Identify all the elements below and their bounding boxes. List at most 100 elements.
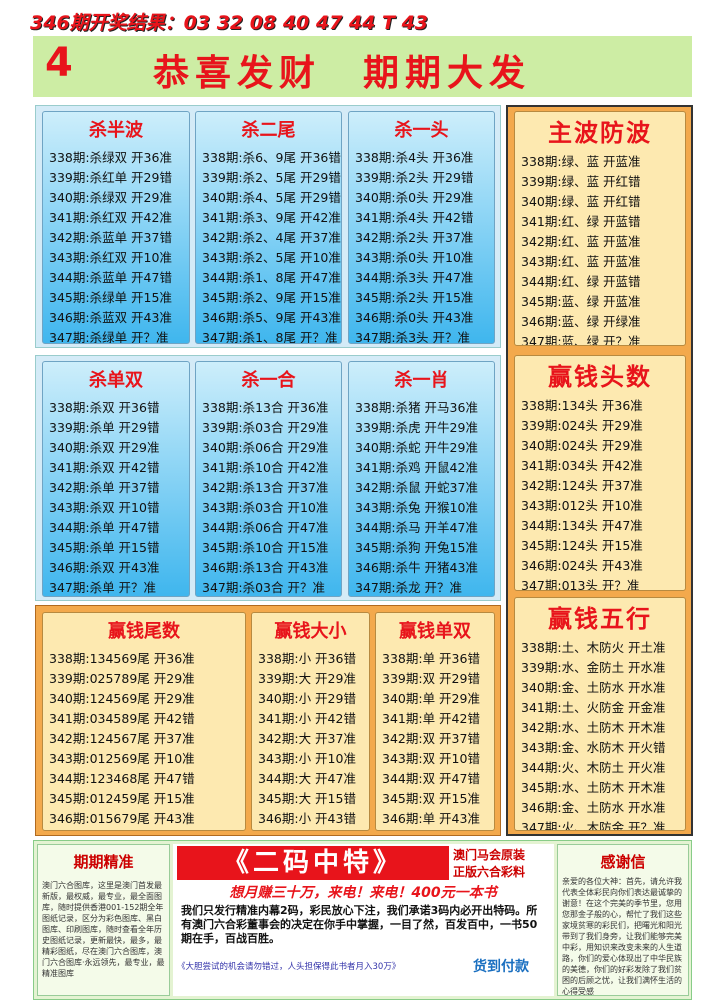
panel-title: 杀一肖 [394, 370, 449, 391]
panel-row: 347期:火、木防金 开？准 [521, 820, 666, 831]
panel-row: 344期:杀马 开羊47准 [355, 520, 478, 535]
panel-row: 338期:小 开36错 [258, 651, 356, 666]
panel-row: 342期:124567尾 开37准 [49, 731, 195, 746]
panel-title: 赢钱尾数 [108, 621, 180, 642]
panel-row: 347期:杀单 开？准 [49, 580, 157, 595]
panel-row: 344期:123468尾 开47错 [49, 771, 195, 786]
panel-row: 339期:杀红单 开29错 [49, 170, 172, 185]
panel-row: 342期:124头 开37准 [521, 478, 643, 493]
panel-row: 342期:杀2、4尾 开37准 [202, 230, 341, 245]
banner-title: 恭喜发财 期期大发 [153, 53, 532, 94]
panel-row: 340期:杀双 开29准 [49, 440, 160, 455]
panel-row: 340期:024头 开29准 [521, 438, 643, 453]
panel-title: 赢钱大小 [274, 621, 347, 642]
ad-title: 《二码中特》 [177, 846, 449, 880]
panel-row: 346期:015679尾 开43准 [49, 811, 195, 826]
panel-row: 341期:杀3、9尾 开42准 [202, 210, 341, 225]
panel-row: 341期:土、火防金 开金准 [521, 700, 666, 715]
panel-row: 345期:012459尾 开15准 [49, 791, 195, 806]
panel-title: 赢钱头数 [548, 363, 652, 391]
panel-title: 主波防波 [548, 119, 652, 147]
panel-title: 杀单双 [89, 370, 143, 391]
footer-right-title: 感谢信 [600, 853, 646, 871]
panel-row: 338期:杀绿双 开36准 [49, 150, 172, 165]
panel-row: 339期:杀虎 开牛29准 [355, 420, 478, 435]
panel-row: 339期:大 开29准 [258, 671, 356, 686]
panel-row: 347期:杀3头 开？准 [355, 330, 470, 344]
panel-row: 340期:金、土防水 开水准 [521, 680, 666, 695]
panel-title: 赢钱五行 [548, 605, 652, 633]
panel-row: 345期:杀2头 开15准 [355, 290, 474, 305]
panel-row: 342期:杀2头 开37准 [355, 230, 474, 245]
panel-row: 339期:杀单 开29错 [49, 420, 160, 435]
panel-title: 赢钱单双 [399, 621, 471, 642]
panel-row: 344期:134头 开47准 [521, 518, 643, 533]
panel: 杀半波 338期:杀绿双 开36准 339期:杀红单 开29错 340期:杀绿双 开2… [42, 111, 190, 344]
panel-row: 343期:杀红双 开10准 [49, 250, 172, 265]
panel-row: 340期:杀绿双 开29准 [49, 190, 172, 205]
panel-row: 338期:单 开36错 [382, 651, 480, 666]
panel-row: 347期:大 开？准 [252, 829, 369, 830]
panel-row: 341期:小 开42错 [258, 711, 356, 726]
panel-row: 341期:杀鸡 开鼠42准 [355, 460, 478, 475]
footer-right-text: 亲爱的各位大神：首先，请允许我代表全体彩民向你们表达最诚挚的谢意！在这个完美的季… [562, 877, 682, 996]
panel-row: 346期:蓝、绿 开绿准 [521, 314, 641, 329]
panel-row: 344期:杀1、8尾 开47准 [202, 270, 341, 285]
panel-row: 341期:杀双 开42错 [49, 460, 160, 475]
panel-row: 346期:杀蓝双 开43准 [49, 310, 172, 325]
panel-row: 347期:杀03合 开？准 [202, 580, 325, 595]
panel-row: 347期:013头 开？准 [521, 578, 640, 591]
panel-row: 341期:034头 开42准 [521, 458, 643, 473]
panel-row: 347期:双 开？准 [376, 829, 494, 830]
panel-row: 343期:杀2、5尾 开10准 [202, 250, 341, 265]
draw-result: 346期开奖结果：03 32 08 40 47 44 T 43 [30, 12, 429, 34]
panel-row: 338期:土、木防火 开土准 [521, 640, 666, 655]
banner: 4 恭喜发财 期期大发 [33, 36, 692, 97]
panel-row: 342期:杀蓝单 开37错 [49, 230, 172, 245]
ad-note: 《大胆尝试的机会请勿错过，人头担保得此书者月入30万》 [177, 962, 401, 972]
panel-row: 339期:025789尾 开29准 [49, 671, 195, 686]
panel-row: 344期:火、木防土 开火准 [521, 760, 666, 775]
ad-slogan: 想月赚三十万，来电！来电！400元一本书 [229, 885, 497, 901]
panel-row: 340期:124569尾 开29准 [49, 691, 195, 706]
footer-left: 期期精准 澳门六合图库，这里是澳门首发最新版，最权威，最专业，最全面图库，随时提… [37, 844, 170, 996]
panel-row: 345期:蓝、绿 开蓝准 [521, 294, 641, 309]
footer: 期期精准 澳门六合图库，这里是澳门首发最新版，最权威，最专业，最全面图库，随时提… [33, 840, 692, 1000]
panel-row: 341期:杀10合 开42准 [202, 460, 329, 475]
panel-row: 347期:蓝、绿 开？准 [521, 334, 641, 346]
panel-row: 338期:绿、蓝 开蓝准 [521, 154, 641, 169]
panel-row: 344期:杀单 开47错 [49, 520, 160, 535]
panel-row: 340期:小 开29错 [258, 691, 356, 706]
issue-number: 4 [45, 40, 73, 86]
panel-row: 341期:单 开42错 [382, 711, 480, 726]
panel-row: 340期:杀06合 开29准 [202, 440, 329, 455]
panel-row: 343期:杀兔 开猴10准 [355, 500, 478, 515]
panel-row: 340期:杀蛇 开牛29准 [355, 440, 478, 455]
panel-row: 339期:杀2头 开29错 [355, 170, 474, 185]
panel-row: 346期:杀5、9尾 开43准 [202, 310, 341, 325]
panel-row: 342期:杀鼠 开蛇37准 [355, 480, 478, 495]
panel-row: 343期:小 开10准 [258, 751, 356, 766]
panel: 主波防波 338期:绿、蓝 开蓝准 339期:绿、蓝 开红错 340期:绿、蓝 开红错… [514, 111, 686, 346]
panel-row: 347期:杀绿单 开？准 [49, 330, 169, 344]
panel-row: 339期:水、金防土 开水准 [521, 660, 666, 675]
panel-row: 343期:红、蓝 开蓝准 [521, 254, 641, 269]
panel-row: 338期:杀双 开36错 [49, 400, 160, 415]
panel-row: 341期:杀4头 开42错 [355, 210, 474, 225]
panel-row: 345期:杀单 开15错 [49, 540, 160, 555]
panel-row: 346期:024头 开43准 [521, 558, 643, 573]
panel-row: 345期:杀2、9尾 开15准 [202, 290, 341, 305]
panel-row: 340期:绿、蓝 开红错 [521, 194, 641, 209]
panel-row: 341期:红、绿 开蓝错 [521, 214, 641, 229]
panel-row: 346期:杀0头 开43准 [355, 310, 474, 325]
panel-row: 345期:水、土防木 开木准 [521, 780, 666, 795]
panel-row: 340期:杀0头 开29准 [355, 190, 474, 205]
panel: 杀一头 338期:杀4头 开36准 339期:杀2头 开29错 340期:杀0头 开2… [348, 111, 495, 344]
panel-row: 342期:杀13合 开37准 [202, 480, 329, 495]
panel-row: 347期:杀1、8尾 开？准 [202, 330, 338, 344]
panel-title: 杀一合 [241, 370, 296, 391]
panel-row: 339期:024头 开29准 [521, 418, 643, 433]
panel-row: 341期:杀红双 开42准 [49, 210, 172, 225]
panel-row: 346期:金、土防水 开水准 [521, 800, 666, 815]
